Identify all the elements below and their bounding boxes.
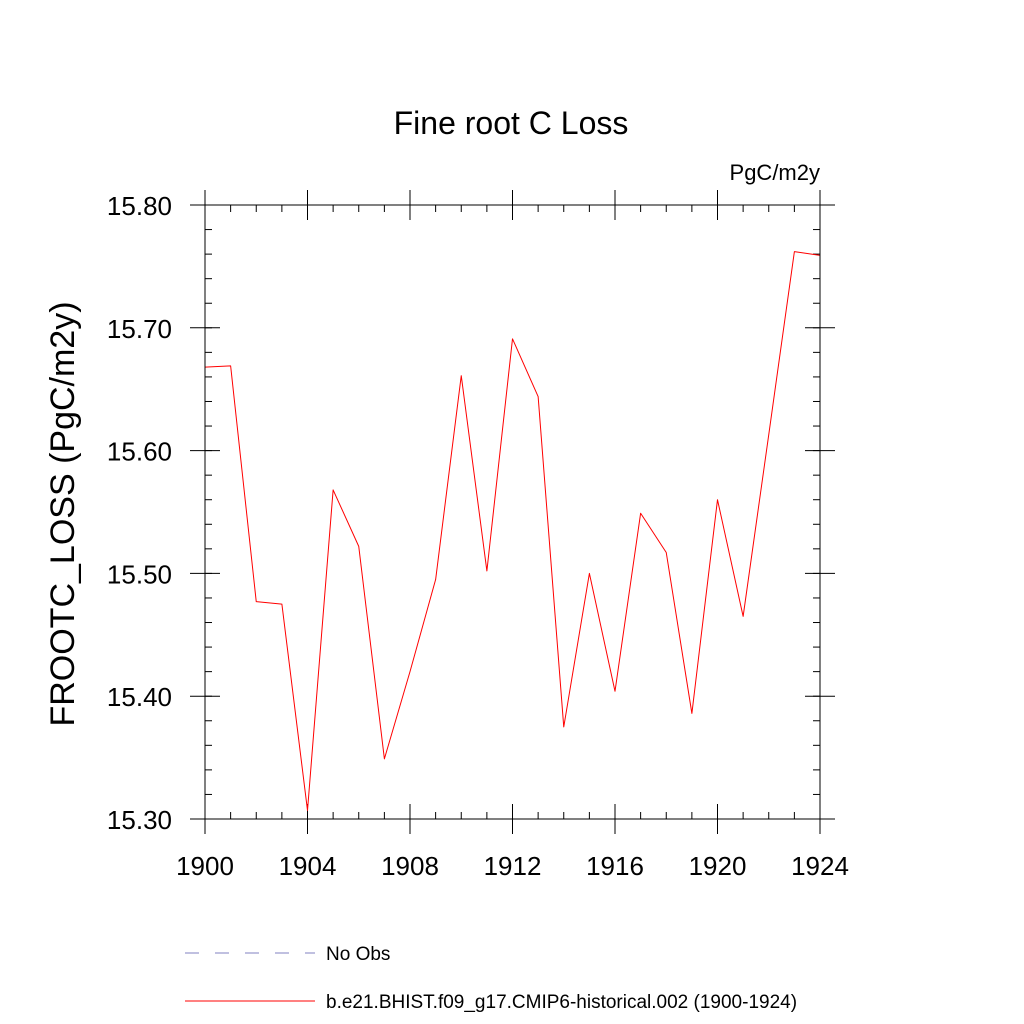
plot-frame [204, 204, 821, 820]
y-tick-labels: 15.30 15.40 15.50 15.60 15.70 15.80 [107, 191, 172, 835]
series-line [204, 251, 821, 811]
y-tick-label: 15.50 [107, 559, 172, 589]
x-tick-label: 1920 [689, 851, 747, 881]
legend-label-historical: b.e21.BHIST.f09_g17.CMIP6-historical.002… [326, 992, 797, 1013]
y-tick-label: 15.70 [107, 314, 172, 344]
y-tick-label: 15.30 [107, 805, 172, 835]
y-tick-label: 15.60 [107, 437, 172, 467]
x-tick-label: 1916 [586, 851, 644, 881]
x-tick-label: 1900 [176, 851, 234, 881]
legend-label-no-obs: No Obs [326, 944, 390, 965]
x-tick-label: 1904 [279, 851, 337, 881]
x-tick-labels: 1900 1904 1908 1912 1916 1920 1924 [176, 851, 849, 881]
x-tick-label: 1908 [381, 851, 439, 881]
chart-title: Fine root C Loss [394, 105, 629, 141]
legend: No Obs b.e21.BHIST.f09_g17.CMIP6-histori… [185, 944, 797, 1013]
y-tick-label: 15.40 [107, 682, 172, 712]
major-ticks [190, 190, 835, 834]
x-tick-label: 1924 [791, 851, 849, 881]
series-group [204, 251, 821, 811]
y-axis-label: FROOTC_LOSS (PgC/m2y) [44, 301, 82, 726]
units-label: PgC/m2y [730, 160, 820, 185]
y-tick-label: 15.80 [107, 191, 172, 221]
x-tick-label: 1912 [484, 851, 542, 881]
